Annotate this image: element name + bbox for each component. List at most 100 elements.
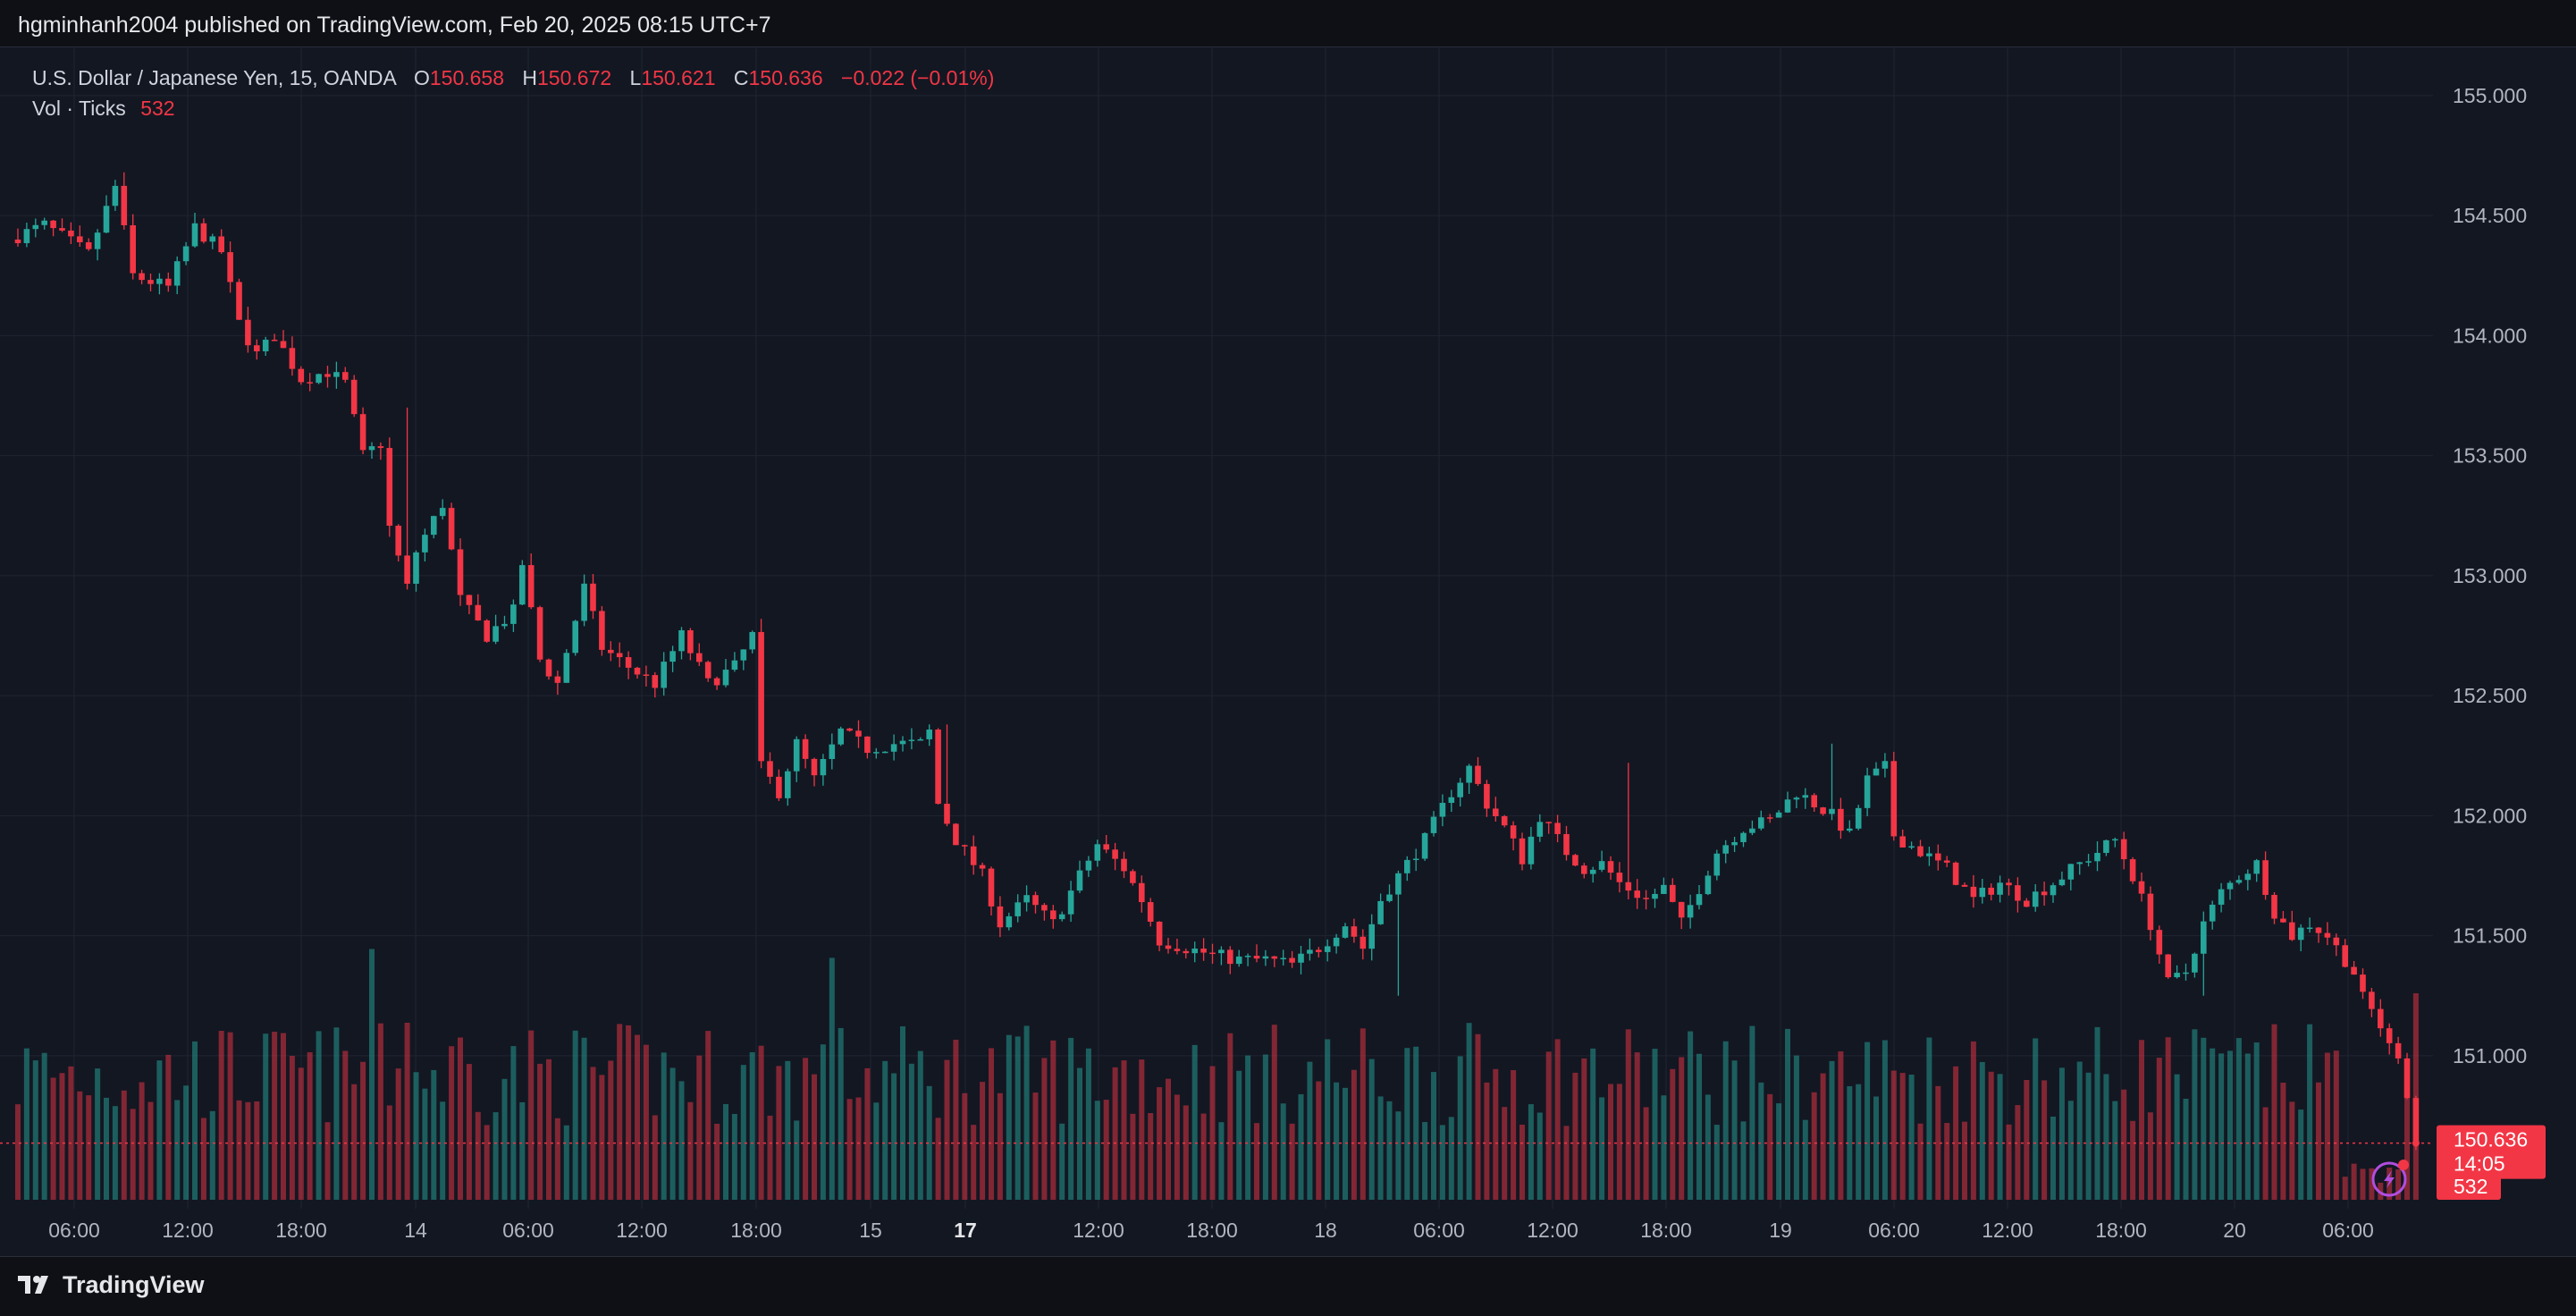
volume-bar [324,1122,331,1200]
volume-bar [209,1110,215,1200]
volume-bar [1679,1057,1685,1200]
y-tick-label: 151.000 [2453,1044,2527,1067]
volume-bar [2262,1107,2269,1200]
volume-bar [749,1051,755,1200]
volume-bar [395,1068,401,1200]
candle-body [191,223,198,247]
volume-bar [2121,1089,2127,1200]
volume-bar [1475,1033,1481,1200]
lightning-icon[interactable] [2371,1160,2409,1197]
candle-body [2094,852,2100,862]
candle-body [14,239,21,243]
candle-body [1652,893,1658,899]
volume-bar [2316,1082,2321,1200]
candle-body [492,626,499,642]
volume-bar [864,1067,871,1200]
candle-body [917,738,924,741]
candle-body [1333,937,1340,947]
candle-body [864,736,871,754]
candle-body [377,446,384,449]
volume-bar [2244,1053,2251,1200]
candle-body [1847,828,1853,831]
candle-body [85,241,92,249]
candle-body [1545,822,1552,823]
volume-bar [1705,1094,1711,1200]
volume-bar [272,1032,278,1200]
candle-body [324,374,331,377]
candle-body [669,651,676,662]
volume-bar [1625,1029,1631,1200]
candle-body [1253,956,1260,959]
price-chart[interactable]: 155.000 154.500 154.000 153.500 153.000 152.5… [0,46,2576,1255]
volume-bar [519,1101,526,1200]
candle-body [979,865,986,869]
volume-value: 532 [140,97,175,120]
candle-body [1572,855,1578,866]
candle-body [1793,797,1800,800]
candle-body [1510,825,1517,839]
candle-body [59,228,65,231]
candle-body [2271,894,2277,919]
candle-body [1811,795,1817,808]
x-tick-label: 12:00 [1527,1219,1578,1242]
candle-body [1430,816,1437,833]
candle-body [1881,761,1889,769]
candle-body [1316,949,1322,952]
volume-bar [2015,1105,2021,1200]
candle-body [2103,839,2109,853]
x-tick-label: 06:00 [1413,1219,1465,1242]
volume-bar [2024,1080,2030,1200]
volume-bar [342,1050,349,1200]
x-tick-label: 12:00 [616,1219,668,1242]
y-tick-label: 152.500 [2453,684,2527,707]
chart-panel[interactable] [0,46,2576,1257]
volume-bar [1652,1049,1658,1200]
x-tick-label: 19 [1769,1219,1792,1242]
volume-bar [652,1115,658,1200]
candle-body [68,230,74,237]
candle-body [2324,932,2331,938]
candle-body [32,224,39,230]
volume-bar [2130,1120,2136,1200]
y-axis: 155.000 154.500 154.000 153.500 153.000 152.5… [2453,84,2527,1067]
candle-body [1271,956,1278,959]
candle-body [811,758,818,776]
volume-bar [360,1061,366,1200]
x-tick-label: 06:00 [48,1219,100,1242]
candle-body [2227,882,2234,890]
candle-body [1616,873,1623,882]
candle-body [1678,901,1685,918]
candle-body [1200,949,1207,953]
volume-bar [1023,1025,1030,1200]
volume-bar [1962,1121,1967,1200]
volume-bar [926,1085,932,1200]
volume-bar [944,1059,950,1200]
volume-bar [1740,1121,1747,1200]
candle-body [200,223,207,242]
volume-bar [626,1025,632,1200]
footer-brand[interactable]: TradingView [18,1271,205,1299]
volume-bar [236,1100,242,1200]
y-tick-label: 154.500 [2453,204,2527,227]
volume-bar [962,1092,968,1200]
candle-body [245,319,251,346]
candle-body [1713,853,1721,876]
volume-bar [1917,1123,1924,1200]
volume-bar [1395,1111,1402,1200]
last-price-label: 150.636 [2454,1128,2528,1152]
volume-bar [935,1118,941,1200]
candle-body [130,224,136,274]
candle-body [793,738,800,772]
candle-body [1988,887,1994,895]
candle-body [608,649,614,654]
volume-bar [997,1092,1003,1200]
candle-body [687,629,694,654]
candle-body [820,759,827,776]
candle-body [1519,838,1526,865]
candle-body [2147,893,2154,931]
candle-body [1784,799,1791,813]
publisher-line: hgminhanh2004 published on TradingView.c… [18,13,771,38]
candle-body [2235,880,2243,883]
volume-bar [687,1101,694,1200]
candle-body [572,620,578,654]
